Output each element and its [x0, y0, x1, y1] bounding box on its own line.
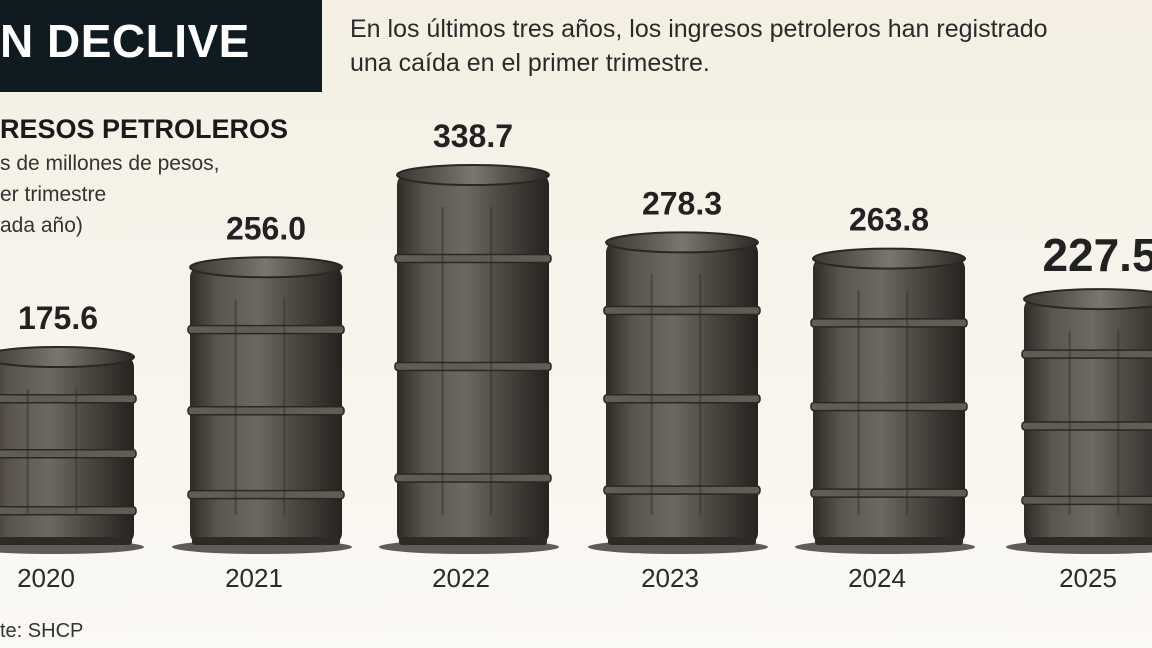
- year-label-2023: 2023: [641, 563, 699, 593]
- year-label-2021: 2021: [225, 563, 283, 593]
- chart-title: RESOS PETROLEROS: [0, 114, 289, 144]
- barrel-bar-2024: [795, 247, 975, 554]
- year-label-2020: 2020: [17, 563, 75, 593]
- header-title: N DECLIVE: [0, 15, 250, 67]
- year-label-2024: 2024: [848, 563, 906, 593]
- chart-units: s de millones de pesos, er trimestre ada…: [0, 152, 220, 237]
- barrel-bar-2022: [379, 164, 559, 554]
- value-label-2020: 175.6: [18, 300, 98, 336]
- subtitle: En los últimos tres años, los ingresos p…: [350, 15, 1048, 77]
- header-banner: N DECLIVE: [0, 0, 322, 92]
- barrel-bar-2025: [1006, 288, 1152, 554]
- barrel-bar-2021: [172, 256, 352, 554]
- year-label-2025: 2025: [1059, 563, 1117, 593]
- value-label-2023: 278.3: [642, 185, 722, 221]
- source-note: te: SHCP: [0, 620, 84, 642]
- value-label-2025: 227.5: [1042, 229, 1152, 281]
- value-label-2022: 338.7: [433, 118, 513, 154]
- value-label-2024: 263.8: [849, 202, 929, 238]
- year-label-2022: 2022: [432, 563, 490, 593]
- barrel-bar-2023: [588, 231, 768, 554]
- barrel-bar-2020: [0, 346, 144, 554]
- value-label-2021: 256.0: [226, 210, 306, 246]
